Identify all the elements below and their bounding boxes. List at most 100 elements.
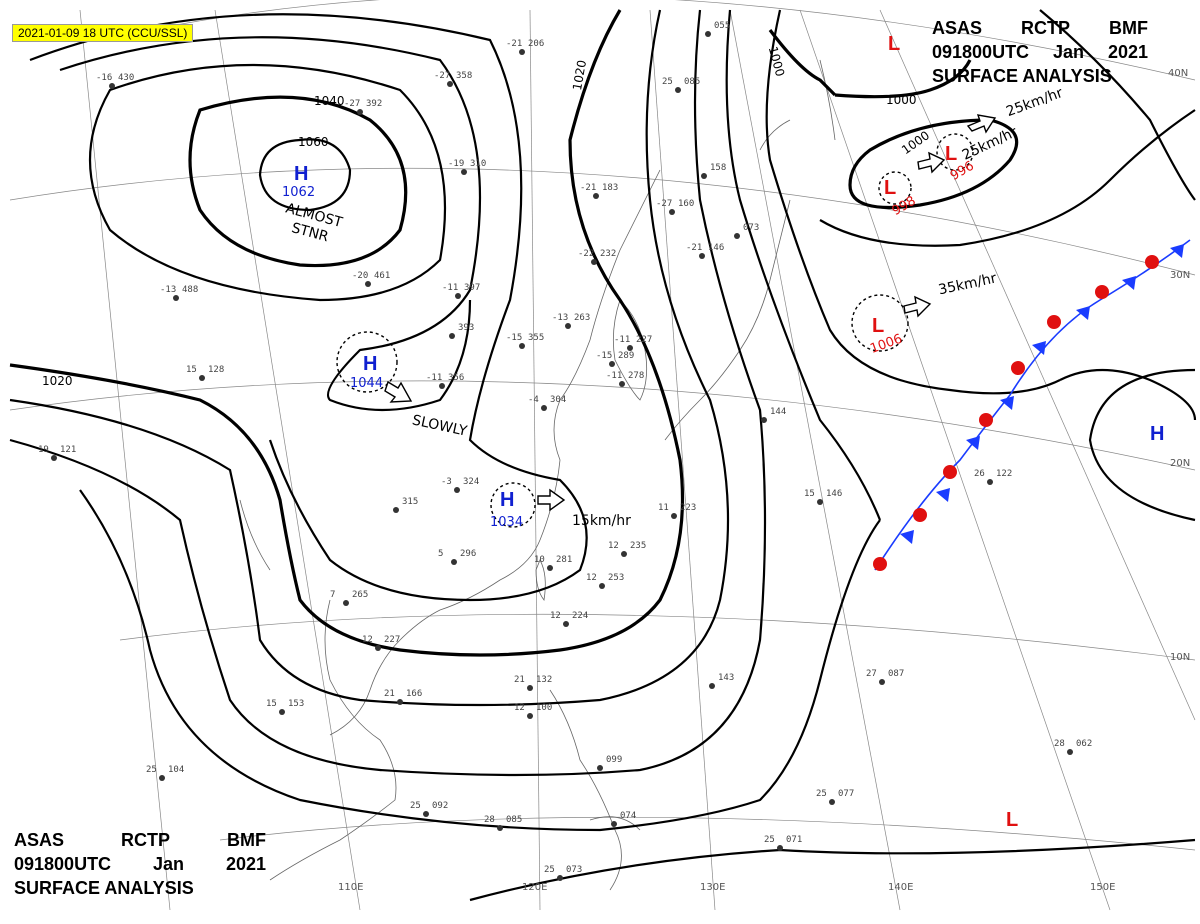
station-marker: [527, 713, 533, 719]
lon-label-140e: 140E: [888, 882, 913, 893]
cold-front-pip: [1000, 396, 1014, 410]
station-plot: -15 355: [506, 333, 544, 349]
isobar-label-1060: 1060: [298, 135, 329, 149]
movement-arrow-1044: [384, 380, 413, 403]
station-pressure: 099: [606, 755, 622, 765]
station-plot: 12 253: [586, 573, 624, 589]
station-marker: [455, 293, 461, 299]
station-plot: -21 206: [506, 39, 544, 55]
warm-front-pip: [1011, 361, 1025, 375]
header-month: Jan: [152, 854, 185, 874]
station-marker: [497, 825, 503, 831]
station-pressure: 430: [118, 73, 134, 83]
station-pressure: 073: [566, 865, 582, 875]
station-pressure: 143: [718, 673, 734, 683]
station-pressure: 265: [352, 590, 368, 600]
speed-1006: 35km/hr: [937, 270, 998, 298]
graticule-labels: 40N 30N 20N 10N 110E 120E 130E 140E 150E: [338, 68, 1190, 893]
front: [873, 239, 1191, 571]
station-pressure: 263: [574, 313, 590, 323]
cold-front-pip: [1032, 341, 1046, 355]
station-marker: [619, 381, 625, 387]
cold-front-pip: [966, 436, 980, 450]
station-plot: -27 358: [434, 71, 472, 87]
center-circle: [490, 482, 536, 528]
lon-label-150e: 150E: [1090, 882, 1115, 893]
station-marker: [343, 600, 349, 606]
warm-front-pip: [913, 508, 927, 522]
lat-label-20n: 20N: [1170, 458, 1190, 469]
isobar-outer-3: [79, 489, 881, 832]
station-temperature: 25: [662, 77, 673, 87]
header-year: 2021: [1107, 42, 1148, 62]
station-plot: 25 077: [816, 789, 854, 805]
station-plot: -22 232: [578, 249, 616, 265]
high-pressure-value: 1044: [350, 376, 383, 391]
station-temperature: 5: [438, 549, 443, 559]
station-temperature: -21: [686, 243, 702, 253]
station-plot: 315: [393, 497, 418, 513]
station-plots: -21 206-27 358-27 392-16 430-19 310-21 183-27 1…: [38, 21, 1092, 881]
station-plot: 12 100: [514, 703, 552, 719]
station-marker: [393, 507, 399, 513]
station-pressure: 100: [536, 703, 552, 713]
warm-front-pip: [1095, 285, 1109, 299]
station-pressure: 488: [182, 285, 198, 295]
high-center-1034: H 1034: [490, 482, 536, 530]
station-plot: 143: [709, 673, 734, 689]
station-plot: 21 132: [514, 675, 552, 691]
lon-label-110e: 110E: [338, 882, 363, 893]
warm-front-pip: [943, 465, 957, 479]
station-plot: 25 073: [544, 865, 582, 881]
station-pressure: 281: [556, 555, 572, 565]
station-plot: 12 224: [550, 611, 588, 627]
header-product: BMF: [226, 830, 266, 850]
station-marker: [699, 253, 705, 259]
lon-label-130e: 130E: [700, 882, 725, 893]
station-temperature: -27: [656, 199, 672, 209]
coast-taiwan: [535, 559, 546, 601]
station-pressure: 146: [708, 243, 724, 253]
isobar-outer-2: [9, 9, 767, 777]
high-center-1062: H 1062: [282, 163, 315, 200]
station-marker: [527, 685, 533, 691]
movement-arrow-ne: [966, 114, 997, 134]
header-year: 2021: [225, 854, 266, 874]
header-time: 091800UTC: [932, 42, 1030, 62]
isobar-1000-west: [768, 29, 837, 97]
station-plot: 12 235: [608, 541, 646, 557]
station-plot: 25 071: [764, 835, 802, 851]
station-pressure: 158: [710, 163, 726, 173]
high-center-1044: H 1044: [336, 331, 398, 393]
station-temperature: -15: [596, 351, 612, 361]
station-marker: [547, 565, 553, 571]
header-line-1: ASAS RCTP BMF: [932, 16, 1148, 40]
cold-front-pip: [1170, 244, 1184, 258]
station-temperature: 12: [550, 611, 561, 621]
station-marker: [709, 683, 715, 689]
station-plot: -3 324: [441, 477, 479, 493]
high-symbol: H: [363, 353, 377, 375]
station-marker: [777, 845, 783, 851]
station-plot: 28 085: [484, 815, 522, 831]
station-plot: 055: [705, 21, 730, 37]
station-pressure: 461: [374, 271, 390, 281]
station-plot: -21 183: [580, 183, 618, 199]
cold-front-pip: [936, 488, 950, 502]
station-marker: [451, 559, 457, 565]
station-temperature: 25: [544, 865, 555, 875]
isobar-label-1020a: 1020: [42, 374, 73, 388]
station-marker: [375, 645, 381, 651]
station-temperature: 27: [866, 669, 877, 679]
station-marker: [199, 375, 205, 381]
station-marker: [357, 109, 363, 115]
station-pressure: 104: [168, 765, 184, 775]
station-pressure: 062: [1076, 739, 1092, 749]
station-plot: -27 160: [656, 199, 694, 215]
station-pressure: 227: [636, 335, 652, 345]
isobar-ring-4: [29, 13, 588, 602]
station-pressure: 356: [448, 373, 464, 383]
station-pressure: 393: [458, 323, 474, 333]
parallel-0: [219, 816, 1196, 851]
